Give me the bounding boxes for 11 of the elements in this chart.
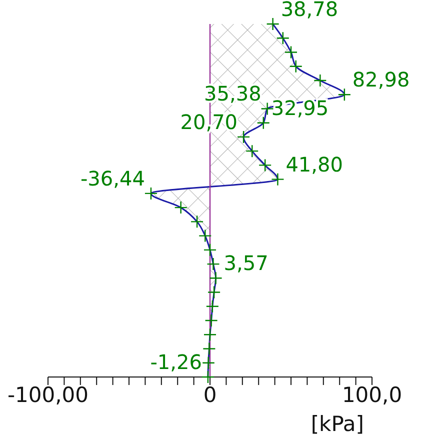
x-tick-label: 0 — [203, 382, 217, 407]
data-label: 41,80 — [286, 152, 343, 176]
data-label: 38,78 — [280, 0, 338, 21]
data-label: 32,95 — [271, 96, 329, 120]
data-label: -36,44 — [80, 166, 145, 190]
data-label: 82,98 — [352, 68, 410, 92]
data-label: -1,26 — [150, 350, 202, 374]
x-axis-title: [kPa] — [310, 412, 364, 436]
x-tick-label: 100,0 — [342, 382, 402, 407]
data-label: 3,57 — [224, 251, 268, 276]
x-tick-label: -100,00 — [7, 382, 89, 407]
